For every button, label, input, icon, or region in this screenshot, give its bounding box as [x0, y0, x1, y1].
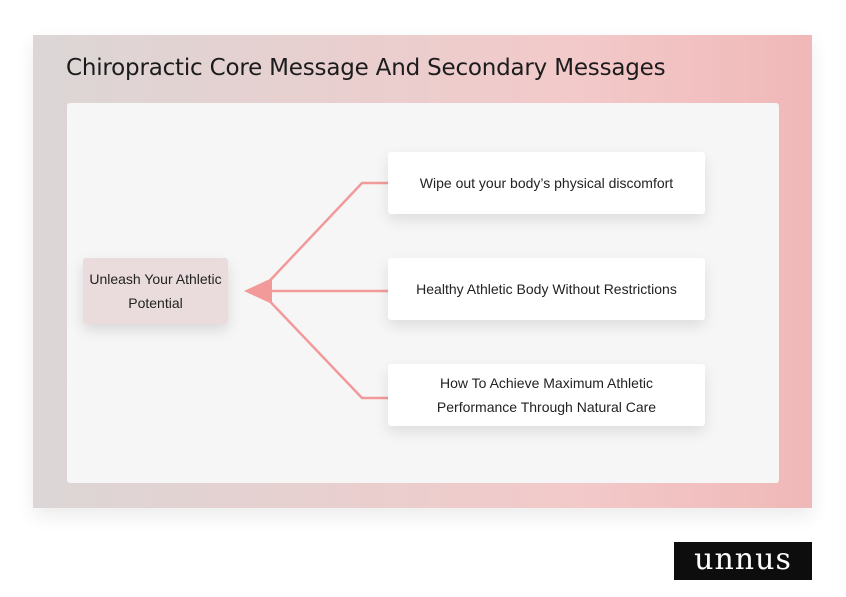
secondary-message-text-3: How To Achieve Maximum Athletic Performa… — [436, 375, 657, 415]
secondary-message-box-2: Healthy Athletic Body Without Restrictio… — [388, 258, 705, 320]
diagram-title: Chiropractic Core Message And Secondary … — [66, 55, 666, 81]
core-message-box: Unleash Your Athletic Potential — [83, 258, 228, 324]
secondary-message-text-2: Healthy Athletic Body Without Restrictio… — [416, 281, 677, 297]
core-message-text: Unleash Your Athletic Potential — [89, 271, 222, 311]
secondary-message-box-3: How To Achieve Maximum Athletic Performa… — [388, 364, 705, 426]
unnus-logo: unnus — [674, 542, 812, 580]
secondary-message-text-1: Wipe out your body’s physical discomfort — [419, 175, 674, 191]
secondary-message-box-1: Wipe out your body’s physical discomfort — [388, 152, 705, 214]
